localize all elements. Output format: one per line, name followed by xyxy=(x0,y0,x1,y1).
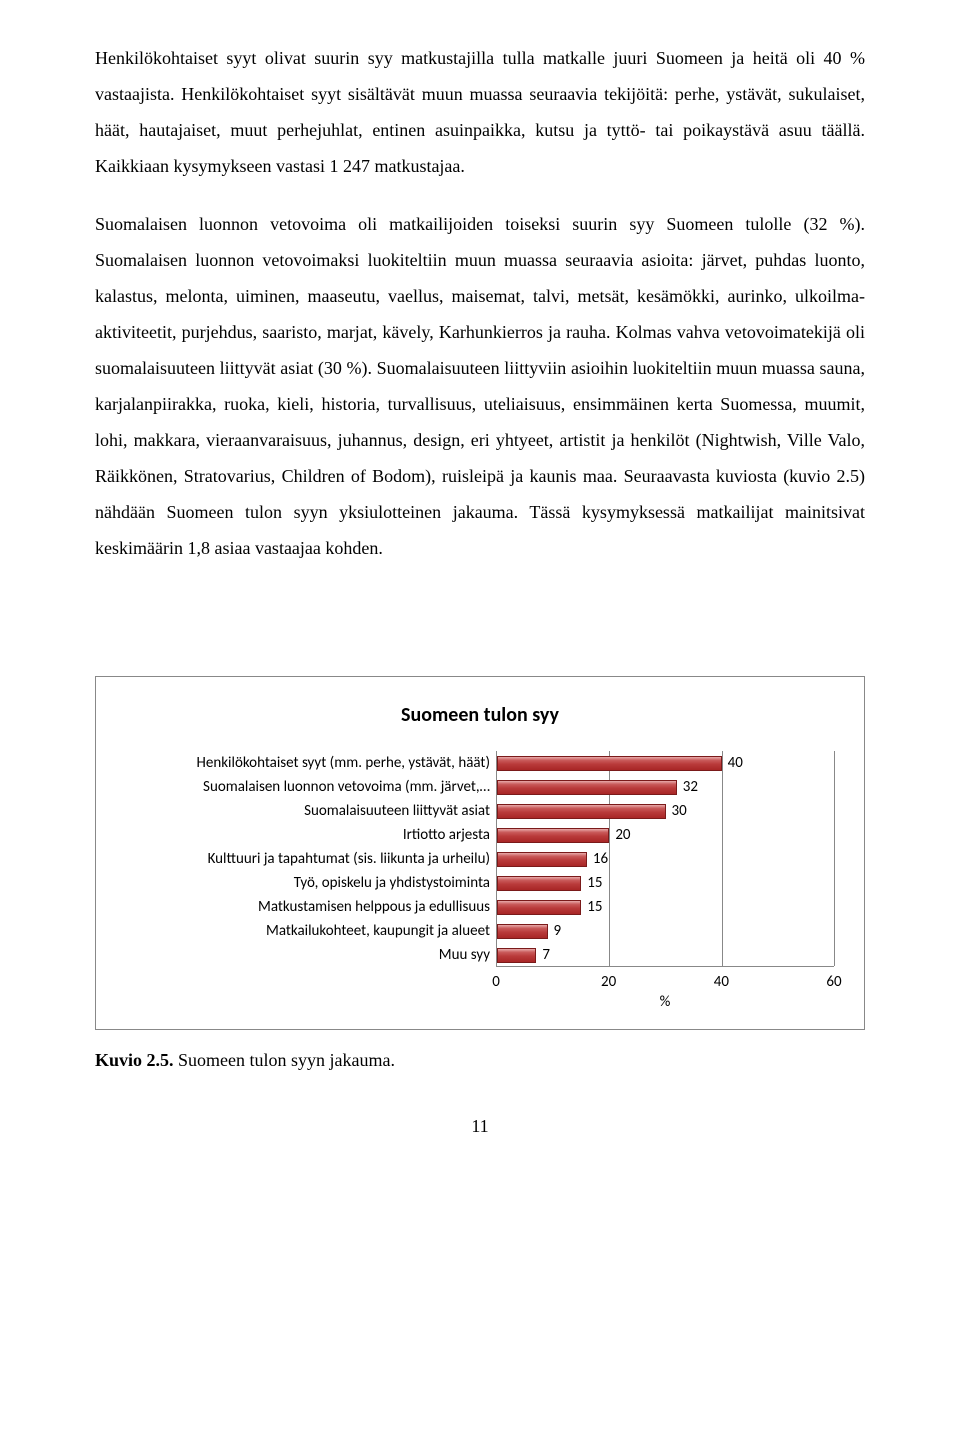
chart-bar xyxy=(497,852,587,867)
chart-x-tick: 20 xyxy=(601,967,616,997)
chart-bar xyxy=(497,804,666,819)
chart-bar-row: 15 xyxy=(497,895,834,919)
chart-category-label: Suomalaisuuteen liittyvät asiat xyxy=(126,799,496,823)
chart-gridline xyxy=(834,751,835,966)
caption-bold: Kuvio 2.5. xyxy=(95,1050,174,1070)
chart-bar xyxy=(497,948,536,963)
chart-bar-row: 15 xyxy=(497,871,834,895)
chart-bar-row: 40 xyxy=(497,751,834,775)
chart-bar-value: 7 xyxy=(542,940,550,970)
chart-bar-value: 20 xyxy=(615,820,630,850)
chart-bars-area: 4032302016151597 xyxy=(496,751,834,967)
chart-bar xyxy=(497,924,548,939)
chart-bar-row: 30 xyxy=(497,799,834,823)
chart-caption: Kuvio 2.5. Suomeen tulon syyn jakauma. xyxy=(95,1042,865,1078)
chart-bar-value: 40 xyxy=(728,748,743,778)
chart-frame: Suomeen tulon syy Henkilökohtaiset syyt … xyxy=(95,676,865,1030)
chart-x-tick: 0 xyxy=(492,967,500,997)
chart-x-tick: 40 xyxy=(714,967,729,997)
chart-category-label: Irtiotto arjesta xyxy=(126,823,496,847)
chart-category-label: Henkilökohtaiset syyt (mm. perhe, ystävä… xyxy=(126,751,496,775)
caption-rest: Suomeen tulon syyn jakauma. xyxy=(174,1050,395,1070)
chart-bar-row: 20 xyxy=(497,823,834,847)
chart-bar-row: 7 xyxy=(497,943,834,967)
chart-category-label: Suomalaisen luonnon vetovoima (mm. järve… xyxy=(126,775,496,799)
chart-bar-value: 9 xyxy=(554,916,562,946)
chart-x-tick: 60 xyxy=(826,967,841,997)
chart-bar-value: 15 xyxy=(587,892,602,922)
chart-category-labels: Henkilökohtaiset syyt (mm. perhe, ystävä… xyxy=(126,751,496,1017)
chart-plot: 4032302016151597 0204060 % xyxy=(496,751,834,1017)
chart-bar-row: 16 xyxy=(497,847,834,871)
chart-bar xyxy=(497,756,722,771)
chart-bar-row: 32 xyxy=(497,775,834,799)
chart-body: Henkilökohtaiset syyt (mm. perhe, ystävä… xyxy=(126,751,834,1017)
page-number: 11 xyxy=(95,1108,865,1144)
paragraph-1: Henkilökohtaiset syyt olivat suurin syy … xyxy=(95,40,865,184)
chart-x-unit: % xyxy=(496,987,834,1017)
chart-bar-value: 30 xyxy=(672,796,687,826)
chart-x-axis: 0204060 xyxy=(496,967,834,987)
chart-category-label: Työ, opiskelu ja yhdistystoiminta xyxy=(126,871,496,895)
chart-bar xyxy=(497,828,609,843)
chart-title: Suomeen tulon syy xyxy=(126,695,834,735)
chart-category-label: Muu syy xyxy=(126,943,496,967)
paragraph-2: Suomalaisen luonnon vetovoima oli matkai… xyxy=(95,206,865,566)
chart-category-label: Matkustamisen helppous ja edullisuus xyxy=(126,895,496,919)
chart-category-label: Matkailukohteet, kaupungit ja alueet xyxy=(126,919,496,943)
chart-bar xyxy=(497,900,581,915)
chart-bar xyxy=(497,780,677,795)
chart-bar xyxy=(497,876,581,891)
chart-category-label: Kulttuuri ja tapahtumat (sis. liikunta j… xyxy=(126,847,496,871)
